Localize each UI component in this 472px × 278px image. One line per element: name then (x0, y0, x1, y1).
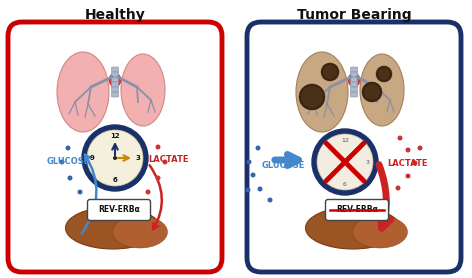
Circle shape (378, 68, 390, 80)
Circle shape (162, 160, 168, 165)
FancyBboxPatch shape (326, 200, 388, 220)
Text: 3: 3 (135, 155, 140, 161)
FancyBboxPatch shape (111, 72, 118, 77)
FancyBboxPatch shape (351, 72, 357, 77)
Text: REV-ERBα: REV-ERBα (336, 205, 378, 215)
Circle shape (67, 175, 73, 180)
Circle shape (251, 173, 255, 177)
Text: GLUCOSE: GLUCOSE (261, 160, 305, 170)
Circle shape (312, 129, 378, 195)
Ellipse shape (305, 207, 401, 249)
Ellipse shape (57, 52, 109, 132)
Circle shape (255, 145, 261, 150)
FancyBboxPatch shape (111, 77, 118, 82)
FancyBboxPatch shape (111, 82, 118, 87)
Text: GLUCOSE: GLUCOSE (46, 158, 90, 167)
Circle shape (301, 86, 323, 108)
Circle shape (145, 190, 151, 195)
Ellipse shape (360, 54, 404, 126)
Text: 6: 6 (343, 182, 347, 187)
Circle shape (397, 135, 403, 140)
FancyBboxPatch shape (247, 22, 461, 272)
Circle shape (376, 66, 392, 82)
Circle shape (155, 175, 160, 180)
Circle shape (418, 145, 422, 150)
FancyBboxPatch shape (87, 200, 151, 220)
Ellipse shape (353, 216, 407, 248)
Ellipse shape (296, 52, 348, 132)
Circle shape (405, 173, 411, 178)
Circle shape (246, 160, 252, 165)
FancyBboxPatch shape (111, 87, 118, 92)
FancyBboxPatch shape (351, 87, 357, 92)
Circle shape (323, 65, 337, 79)
Text: 9: 9 (90, 155, 95, 161)
Circle shape (268, 197, 272, 202)
Circle shape (77, 190, 83, 195)
FancyBboxPatch shape (351, 77, 357, 82)
Text: Healthy: Healthy (84, 8, 145, 22)
Circle shape (155, 145, 160, 150)
Circle shape (59, 160, 65, 165)
Text: LACTATE: LACTATE (148, 155, 188, 165)
FancyBboxPatch shape (351, 67, 357, 72)
Circle shape (299, 84, 325, 110)
Ellipse shape (121, 54, 165, 126)
Circle shape (66, 145, 70, 150)
Circle shape (317, 134, 373, 190)
Ellipse shape (343, 200, 363, 212)
Circle shape (364, 84, 380, 100)
Circle shape (245, 187, 251, 192)
Circle shape (87, 130, 143, 186)
Circle shape (321, 63, 339, 81)
Text: 3: 3 (365, 160, 370, 165)
Text: 12: 12 (341, 138, 349, 143)
Circle shape (396, 185, 401, 190)
Ellipse shape (112, 216, 168, 248)
Text: Tumor Bearing: Tumor Bearing (297, 8, 411, 22)
Circle shape (82, 125, 148, 191)
Text: LACTATE: LACTATE (388, 158, 428, 168)
Circle shape (413, 160, 418, 165)
Ellipse shape (103, 200, 123, 212)
Circle shape (362, 82, 382, 102)
Text: 6: 6 (113, 177, 118, 183)
Ellipse shape (109, 73, 121, 87)
Ellipse shape (348, 73, 360, 87)
Circle shape (258, 187, 262, 192)
Text: 12: 12 (110, 133, 120, 139)
Circle shape (405, 148, 411, 153)
FancyBboxPatch shape (111, 92, 118, 97)
FancyBboxPatch shape (351, 82, 357, 87)
FancyBboxPatch shape (351, 92, 357, 97)
FancyBboxPatch shape (111, 67, 118, 72)
Text: REV-ERBα: REV-ERBα (98, 205, 140, 215)
Circle shape (113, 156, 117, 160)
FancyBboxPatch shape (8, 22, 222, 272)
Ellipse shape (66, 207, 160, 249)
